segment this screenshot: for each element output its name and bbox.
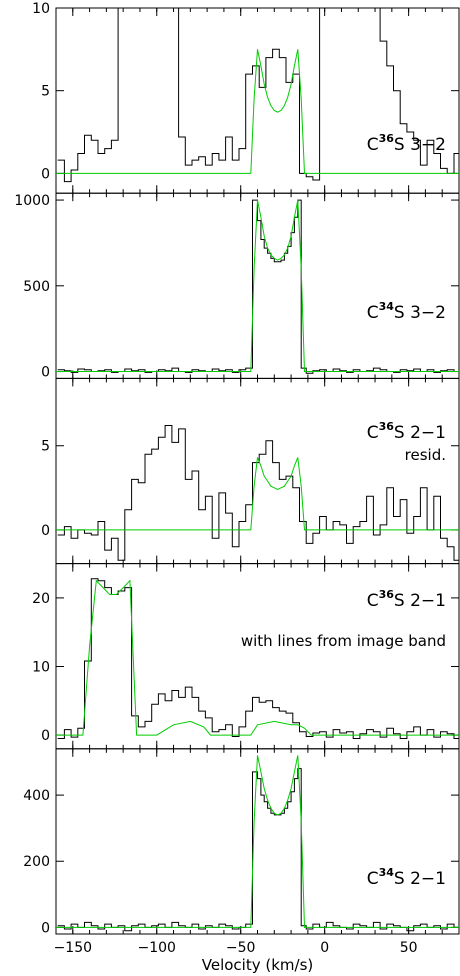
model-fit-line xyxy=(56,457,459,531)
observed-spectrum xyxy=(57,7,459,183)
y-tick-label: 20 xyxy=(32,591,50,607)
y-tick-label: 0 xyxy=(41,728,50,744)
panel-4: 0 10 20 C36S 2−1 with lines from image band xyxy=(32,563,460,750)
observed-spectrum xyxy=(57,578,459,739)
x-tick-label: −150 xyxy=(54,940,92,956)
y-tick-label: 0 xyxy=(41,920,50,936)
y-tick-label: 5 xyxy=(41,84,50,100)
observed-spectrum xyxy=(57,199,459,374)
y-tick-label: 5 xyxy=(41,439,50,455)
model-fit-line xyxy=(56,579,459,736)
y-tick-label: 0 xyxy=(41,365,50,381)
panel-note: resid. xyxy=(405,446,446,464)
species-label: C36S 3−2 xyxy=(367,132,446,155)
y-tick-label: 0 xyxy=(41,523,50,539)
x-tick-label: −100 xyxy=(138,940,176,956)
model-fit-line xyxy=(56,49,459,174)
panel-1: 0 5 10 C36S 3−2 xyxy=(32,1,460,194)
observed-spectrum xyxy=(57,425,459,561)
x-tick-label: 50 xyxy=(400,940,418,956)
x-tick-label: −50 xyxy=(226,940,256,956)
panel-frame xyxy=(55,7,460,194)
panel-3: 0 5 C36S 2−1 resid. xyxy=(41,377,460,565)
model-fit-line xyxy=(56,755,459,928)
species-label: C36S 2−1 xyxy=(367,588,446,611)
panel-frame xyxy=(55,377,460,565)
y-tick-label: 200 xyxy=(23,854,50,870)
species-label: C34S 2−1 xyxy=(367,866,446,889)
x-axis-title: Velocity (km/s) xyxy=(202,956,313,974)
model-fit-line xyxy=(56,200,459,372)
species-label: C36S 2−1 xyxy=(367,420,446,443)
panel-5: −150 −100 −50 0 50 0 200 400 C34S 2−1 xyxy=(23,748,460,956)
y-tick-label: 1000 xyxy=(14,193,50,209)
y-tick-label: 0 xyxy=(41,166,50,182)
y-tick-label: 400 xyxy=(23,788,50,804)
panel-2: 0 500 1000 C34S 3−2 xyxy=(14,192,460,381)
observed-spectrum xyxy=(57,768,459,932)
x-tick-label: 0 xyxy=(320,940,329,956)
y-tick-label: 500 xyxy=(23,279,50,295)
y-tick-label: 10 xyxy=(32,1,50,17)
y-tick-label: 10 xyxy=(32,659,50,675)
species-label: C34S 3−2 xyxy=(367,300,446,323)
panel-note: with lines from image band xyxy=(241,632,446,650)
